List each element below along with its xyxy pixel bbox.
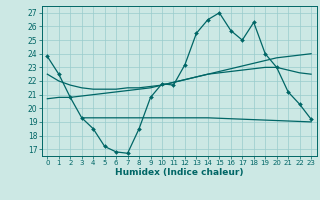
X-axis label: Humidex (Indice chaleur): Humidex (Indice chaleur) — [115, 168, 244, 177]
